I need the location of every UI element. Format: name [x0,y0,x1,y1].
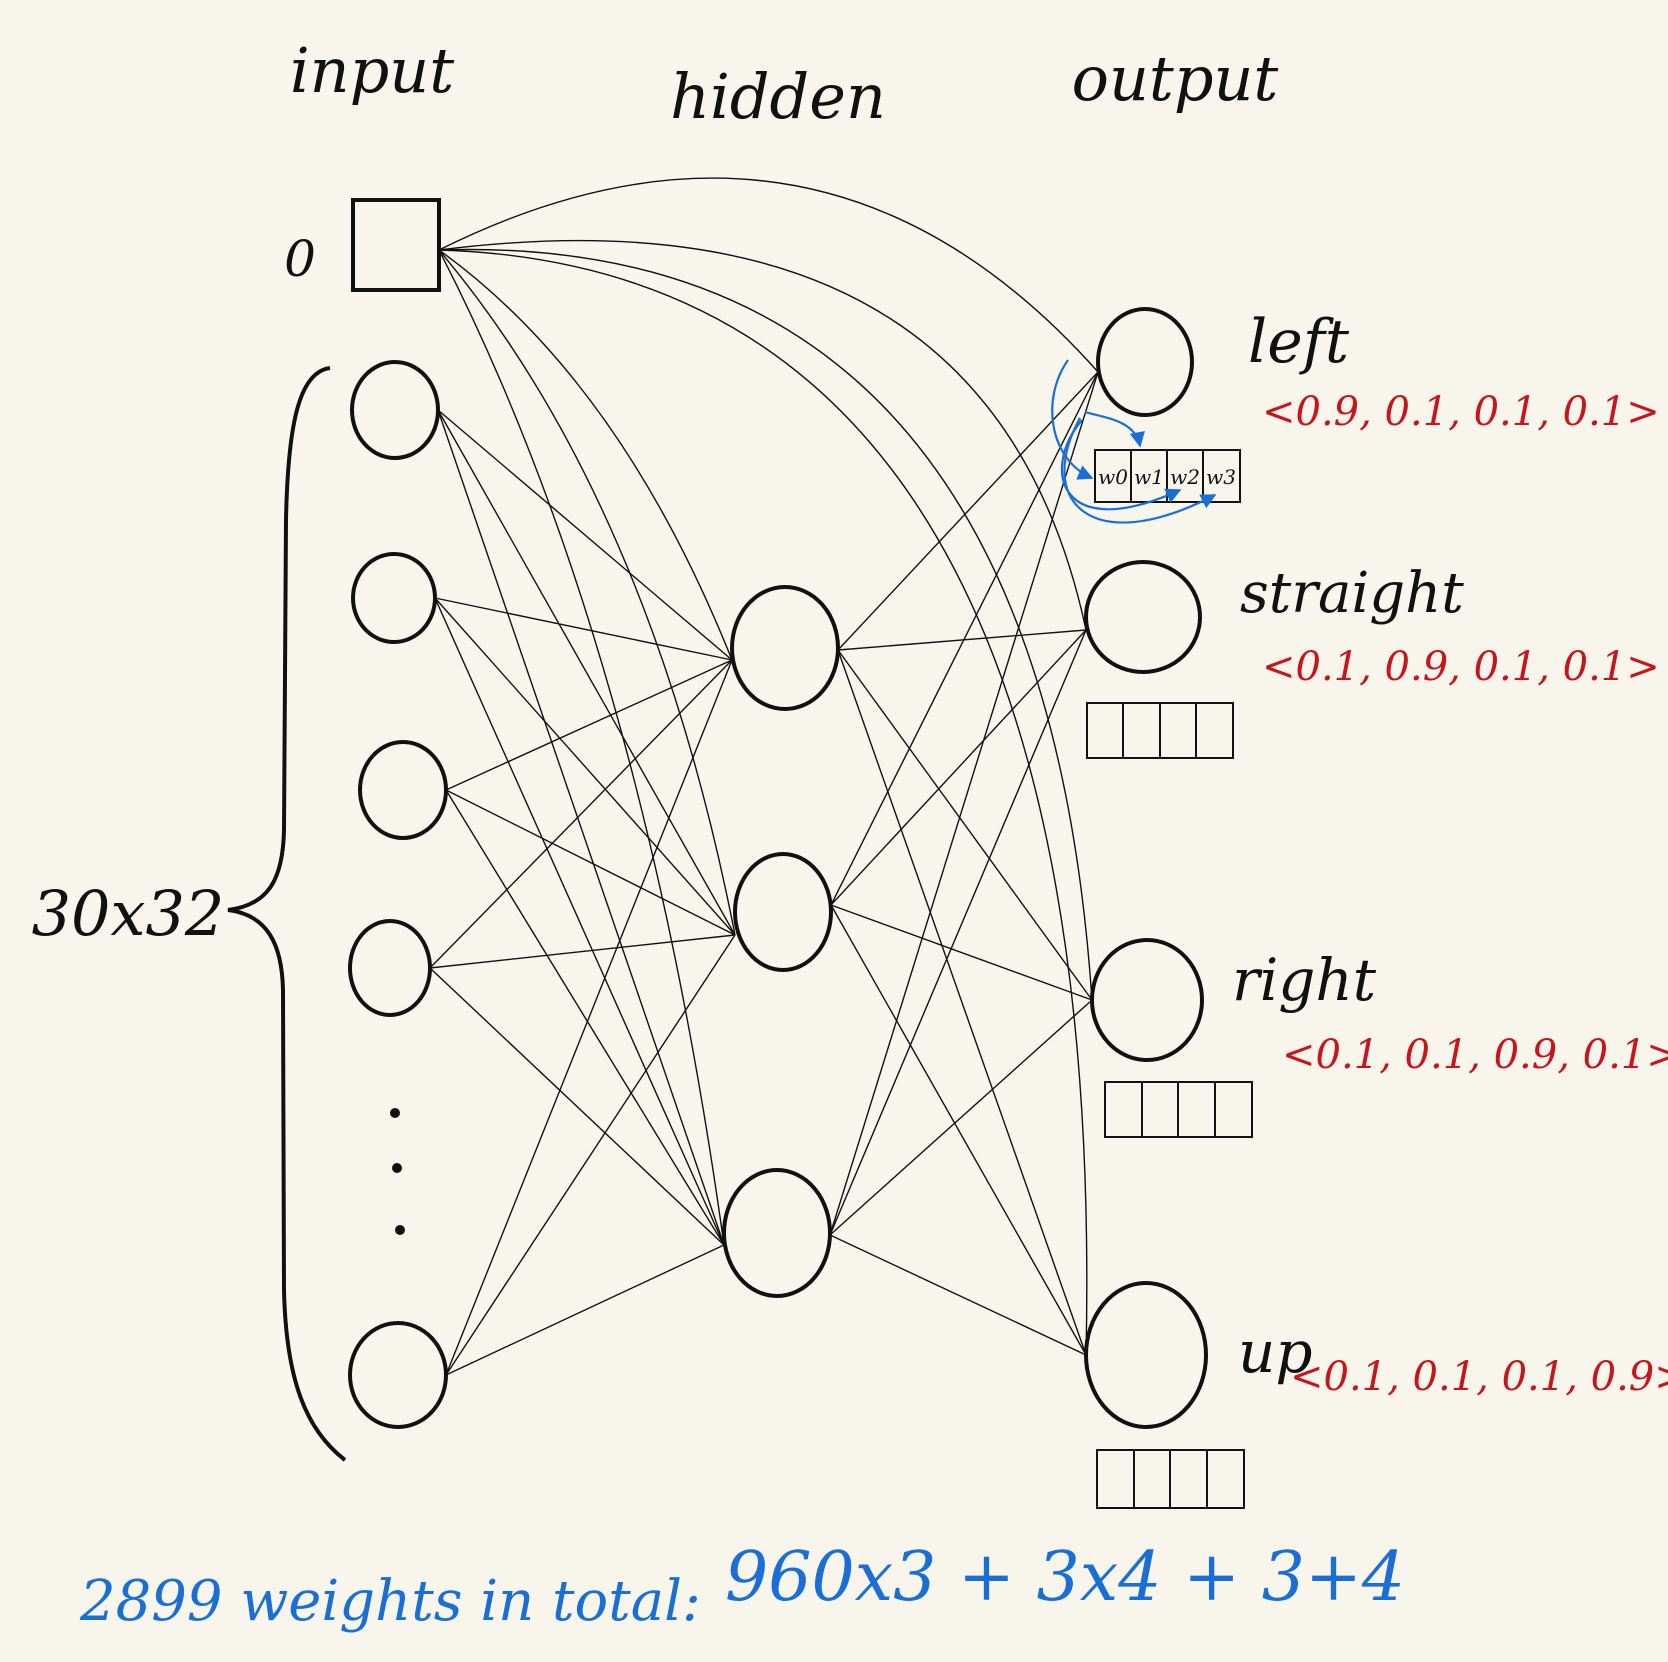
input-hidden-edge [445,1244,725,1376]
weight-cell-w1: w1 [1134,465,1164,489]
output-label-right: right [1232,946,1377,1014]
input-hidden-edge [429,659,733,969]
hidden-output-edge [829,1234,1087,1356]
bias-hidden-edge [438,249,733,661]
input-hidden-edge [429,967,725,1246]
bias-hidden-edge [438,249,736,936]
output-label-up: up [1238,1318,1312,1386]
weight-index-arrows [1051,359,1217,524]
bias-output-edge [438,239,1087,631]
hidden-output-edge [829,999,1093,1236]
weights-formula: 960x3 + 3x4 + 3+4 [725,1538,1405,1617]
output-node-up [1084,1281,1208,1429]
hidden-output-edge [829,371,1099,1236]
input-hidden-edge [445,659,733,1376]
input-node [348,919,432,1017]
input-hidden-edge [434,597,725,1246]
hidden-output-edge [830,629,1087,906]
input-node [350,360,440,460]
input-hidden-edge [437,409,725,1246]
hidden-output-edge [837,371,1099,651]
input-node [351,552,437,644]
input-node [348,1321,448,1429]
input-brace [227,366,347,1462]
input-node [358,740,448,840]
input-size-label: 30x32 [32,877,225,950]
bias-label: 0 [284,230,316,288]
ellipsis-dots [390,1108,405,1235]
input-hidden-edge [429,934,736,969]
hidden-node [722,1168,832,1298]
connections [429,177,1099,1376]
hidden-output-edge [830,904,1087,1356]
weight-box-right [1104,1081,1253,1138]
bias-output-edge [438,249,1088,1356]
target-vector-straight: <0.1, 0.9, 0.1, 0.1> [1262,644,1660,690]
bias-output-edge [438,248,1093,1001]
output-node-straight [1084,560,1202,674]
input-hidden-edge [437,409,733,661]
input-hidden-edge [445,789,725,1246]
hidden-output-edge [837,649,1087,1356]
input-hidden-edge [445,934,736,1376]
output-label-straight: straight [1240,561,1464,626]
hidden-output-edge [830,904,1093,1001]
hidden-output-edge [837,649,1093,1001]
input-hidden-edge [437,409,736,936]
target-vector-left: <0.9, 0.1, 0.1, 0.1> [1262,389,1660,435]
output-label-left: left [1248,307,1350,377]
hidden-layer-title: hidden [670,60,886,133]
output-layer-title: output [1072,42,1279,115]
hidden-node [733,852,833,972]
input-layer-title: input [290,34,454,107]
weight-box-straight [1086,702,1234,759]
weight-cell-w2: w2 [1170,465,1200,489]
input-hidden-edge [445,659,733,791]
output-node-right [1090,938,1204,1062]
hidden-output-edge [837,629,1087,651]
weight-box-up [1096,1449,1245,1509]
weight-box-left: w0 w1 w2 w3 [1094,449,1241,503]
weights-summary: 2899 weights in total: [79,1569,701,1634]
hidden-node [730,585,840,711]
output-node-left [1096,307,1194,417]
hidden-output-edge [829,629,1087,1236]
weight-cell-w3: w3 [1206,465,1236,489]
input-hidden-edge [445,789,736,936]
bias-unit [351,198,441,292]
bias-hidden-edge [438,249,725,1246]
target-vector-right: <0.1, 0.1, 0.9, 0.1> [1282,1032,1668,1078]
bias-output-edge [438,177,1099,373]
weight-cell-w0: w0 [1098,465,1128,489]
input-hidden-edge [434,597,733,661]
target-vector-up: <0.1, 0.1, 0.1, 0.9> [1290,1354,1668,1400]
hidden-output-edge [830,371,1099,906]
input-hidden-edge [434,597,736,936]
